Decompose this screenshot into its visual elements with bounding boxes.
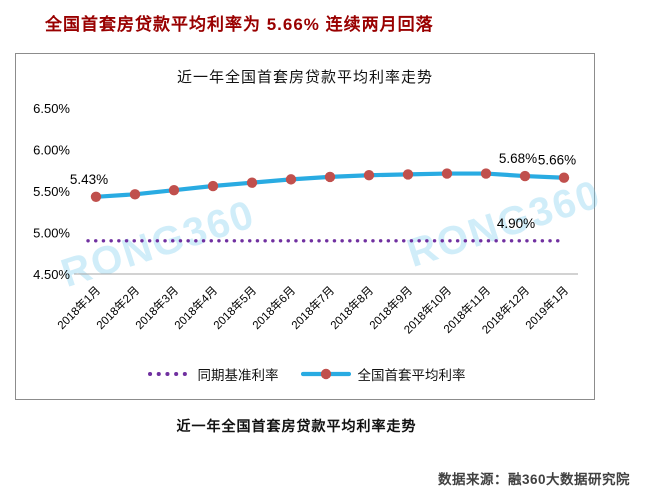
legend-item: 全国首套平均利率 xyxy=(300,364,466,384)
x-tick-label: 2019年1月 xyxy=(522,283,571,332)
data-source: 数据来源：融360大数据研究院 xyxy=(437,472,630,487)
data-point-marker xyxy=(324,171,336,183)
legend-label: 同期基准利率 xyxy=(197,368,279,383)
data-point-marker xyxy=(363,170,375,181)
y-tick-label: 6.00% xyxy=(33,143,70,158)
data-point-marker xyxy=(168,184,180,196)
data-point-marker xyxy=(441,168,453,179)
data-point-marker xyxy=(207,180,219,192)
data-point-marker xyxy=(285,174,297,185)
data-point-marker xyxy=(90,191,102,203)
y-tick-label: 4.50% xyxy=(33,267,70,282)
chart-legend: 同期基准利率 全国首套平均利率 xyxy=(16,364,594,384)
y-tick-label: 5.00% xyxy=(33,226,70,241)
data-point-marker xyxy=(246,177,258,188)
point-value-label: 4.90% xyxy=(497,216,535,231)
page-title: 全国首套房贷款平均利率为 5.66% 连续两月回落 xyxy=(45,15,434,34)
y-tick-label: 5.50% xyxy=(33,184,70,199)
legend-line-swatch xyxy=(300,368,351,380)
chart-title: 近一年全国首套房贷款平均利率走势 xyxy=(176,69,433,86)
point-value-label: 5.43% xyxy=(70,172,108,187)
line-chart: 6.50%6.00%5.50%5.00%4.50%2018年1月2018年2月2… xyxy=(33,101,578,337)
point-value-label: 5.66% xyxy=(538,153,576,168)
data-point-marker xyxy=(480,168,492,179)
legend-dotted-swatch xyxy=(147,372,190,376)
legend-label: 全国首套平均利率 xyxy=(357,368,466,383)
data-point-marker xyxy=(558,172,570,183)
chart-container: RONG360 RONG360 6.50% 6.00% 5.50% 5.00% 4.50… xyxy=(15,53,606,400)
legend-item: 同期基准利率 xyxy=(145,364,279,384)
point-value-label: 5.68% xyxy=(499,151,537,166)
data-point-marker xyxy=(519,170,531,182)
chart-caption: 近一年全国首套房贷款平均利率走势 xyxy=(176,418,417,434)
y-tick-label: 6.50% xyxy=(33,101,70,116)
data-point-marker xyxy=(402,169,414,180)
data-point-marker xyxy=(129,189,141,200)
